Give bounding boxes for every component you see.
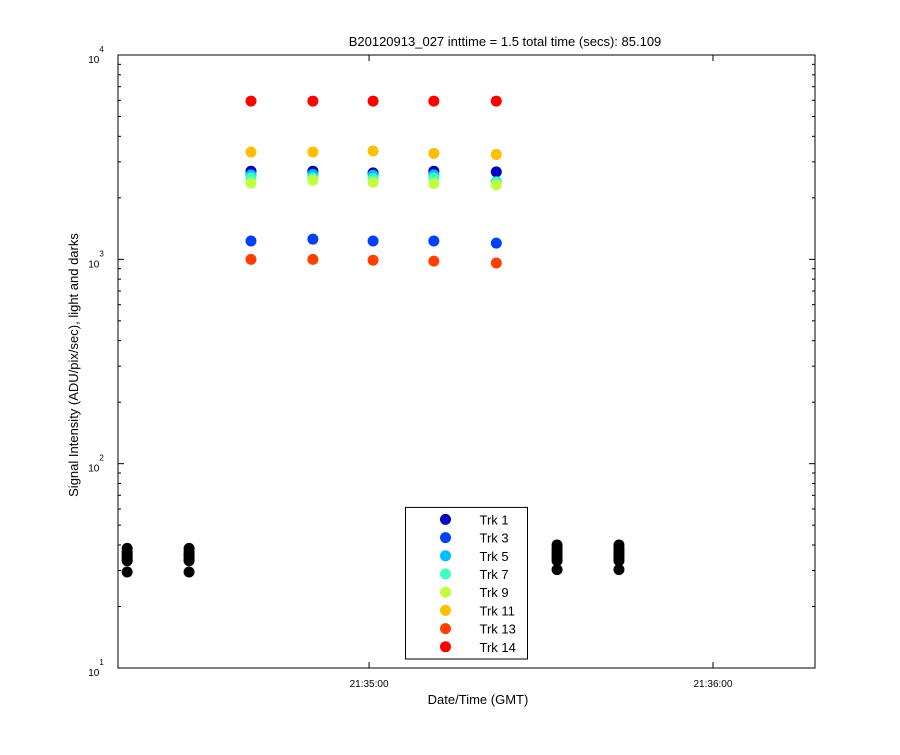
point	[551, 539, 563, 551]
legend-box	[405, 506, 528, 660]
point	[428, 235, 440, 247]
point	[245, 146, 257, 158]
legend-label: Trk 3	[480, 531, 509, 546]
point	[367, 145, 379, 157]
y-axis-label: Signal Intensity (ADU/pix/sec), light an…	[66, 233, 81, 497]
legend-marker	[440, 550, 451, 562]
point	[613, 539, 625, 551]
legend-label: Trk 13	[480, 622, 516, 637]
point	[490, 166, 502, 178]
point	[428, 255, 440, 267]
y-tick-label: 104	[88, 45, 104, 66]
point	[367, 235, 379, 247]
y-tick-exponent: 2	[99, 454, 104, 463]
chart-title: B20120913_027 inttime = 1.5 total time (…	[349, 34, 662, 49]
legend-marker	[440, 513, 451, 525]
legend-marker	[440, 623, 451, 635]
legend-marker	[440, 641, 451, 653]
legend-marker	[440, 586, 451, 598]
legend-label: Trk 5	[480, 549, 509, 564]
point	[367, 254, 379, 266]
legend-label: Trk 14	[480, 640, 516, 655]
point	[245, 253, 257, 265]
y-tick-exponent: 1	[99, 658, 104, 667]
point	[307, 233, 319, 245]
y-tick-base: 10	[88, 464, 100, 475]
point	[245, 177, 257, 189]
point	[490, 179, 502, 191]
point	[245, 235, 257, 247]
point	[307, 95, 319, 107]
legend-label: Trk 1	[480, 512, 509, 527]
y-tick-base: 10	[88, 55, 100, 66]
point	[367, 95, 379, 107]
point	[490, 257, 502, 269]
point	[307, 146, 319, 158]
plot-frame	[117, 54, 816, 669]
point	[307, 253, 319, 265]
point	[490, 148, 502, 160]
legend-marker	[440, 568, 451, 580]
y-tick-exponent: 4	[99, 45, 104, 54]
legend-label: Trk 11	[480, 603, 515, 618]
point	[367, 176, 379, 188]
point	[428, 178, 440, 190]
point	[490, 95, 502, 107]
point	[428, 95, 440, 107]
x-tick-label: 21:36:00	[694, 679, 733, 690]
y-tick-label: 101	[88, 658, 104, 679]
point	[613, 564, 625, 576]
point	[183, 542, 195, 554]
point	[121, 542, 133, 554]
legend-label: Trk 7	[480, 567, 509, 582]
legend-marker	[440, 604, 451, 616]
y-tick-exponent: 3	[99, 249, 104, 258]
x-axis-label: Date/Time (GMT)	[428, 692, 529, 707]
x-tick-label: 21:35:00	[350, 679, 389, 690]
point	[490, 237, 502, 249]
legend-label: Trk 9	[480, 585, 509, 600]
y-tick-base: 10	[88, 259, 100, 270]
point	[428, 147, 440, 159]
point	[245, 95, 257, 107]
y-tick-label: 102	[88, 454, 104, 475]
y-tick-label: 103	[88, 249, 104, 270]
legend-marker	[440, 532, 451, 544]
point	[183, 566, 195, 578]
y-tick-base: 10	[88, 668, 100, 679]
point	[551, 564, 563, 576]
point	[307, 174, 319, 186]
point	[121, 566, 133, 578]
